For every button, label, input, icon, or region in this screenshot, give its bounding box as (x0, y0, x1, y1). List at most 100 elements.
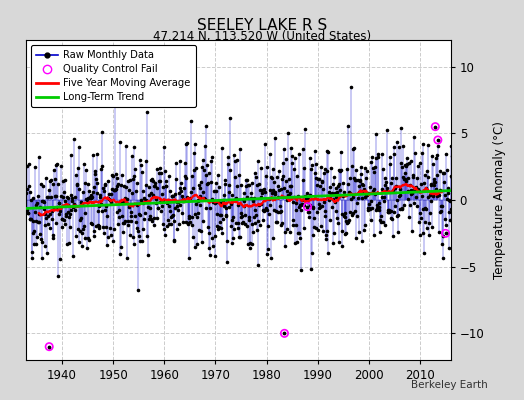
Point (128, 153, 136, 160)
Point (319, 228, 328, 234)
Point (323, 147, 332, 154)
Point (106, 199, 115, 206)
Point (26, 216, 34, 222)
Point (94, 225, 103, 231)
Point (23, 163, 31, 169)
Point (329, 196, 337, 202)
Point (69, 203, 78, 209)
Point (108, 172, 116, 178)
Point (304, 196, 312, 202)
Point (311, 170, 319, 176)
Point (347, 163, 356, 169)
Point (99, 128, 107, 135)
Point (147, 190, 156, 196)
Point (261, 141, 269, 147)
Point (277, 207, 285, 214)
Point (163, 223, 171, 230)
Point (168, 192, 176, 199)
Text: 47.214 N, 113.520 W (United States): 47.214 N, 113.520 W (United States) (153, 30, 371, 43)
Point (263, 250, 271, 257)
Point (158, 203, 166, 209)
Point (295, 150, 303, 157)
Point (418, 193, 427, 199)
Point (368, 154, 376, 160)
Point (37, 198, 46, 204)
Text: SEELEY LAKE R S: SEELEY LAKE R S (197, 18, 327, 33)
Point (296, 202, 304, 208)
Point (208, 154, 216, 161)
Point (278, 175, 286, 182)
Point (193, 214, 201, 220)
Point (394, 229, 402, 235)
Point (360, 227, 368, 234)
Point (238, 220, 246, 226)
Point (436, 168, 444, 174)
Point (215, 184, 223, 190)
Point (363, 192, 371, 198)
Point (191, 244, 199, 250)
Point (29, 230, 37, 237)
Point (164, 217, 172, 224)
Point (376, 217, 385, 223)
Point (315, 175, 324, 182)
Point (30, 228, 38, 234)
Point (414, 219, 423, 225)
Point (348, 212, 356, 218)
Point (429, 193, 437, 200)
Point (103, 178, 112, 184)
Point (431, 179, 439, 185)
Point (259, 208, 268, 214)
Point (184, 221, 192, 227)
Point (139, 188, 148, 194)
Point (139, 226, 147, 232)
Point (304, 209, 312, 216)
Point (243, 176, 252, 183)
Point (423, 168, 431, 174)
Point (232, 220, 241, 226)
Point (43, 213, 52, 220)
Point (85, 194, 94, 200)
Point (275, 168, 283, 174)
Point (96, 166, 105, 172)
Point (171, 204, 179, 211)
Point (178, 198, 187, 205)
Point (107, 186, 116, 192)
Point (370, 169, 378, 175)
Point (66, 211, 74, 218)
Point (72, 233, 80, 240)
Point (372, 206, 380, 213)
Point (25, 183, 34, 189)
Point (63, 195, 72, 202)
Point (89, 152, 97, 158)
Point (267, 174, 275, 180)
Point (199, 218, 208, 224)
Point (420, 179, 429, 186)
Point (278, 220, 287, 226)
Point (138, 200, 147, 206)
Point (211, 200, 219, 206)
Point (134, 227, 143, 234)
Point (447, 175, 456, 181)
Point (85, 188, 93, 194)
Point (38, 238, 47, 245)
Point (130, 172, 138, 179)
Point (345, 175, 354, 181)
Point (293, 193, 302, 200)
Point (188, 214, 196, 220)
Point (282, 178, 290, 184)
Point (395, 193, 403, 199)
Point (81, 180, 89, 186)
Point (58, 216, 66, 222)
Point (340, 213, 348, 219)
Point (226, 115, 234, 122)
Point (97, 201, 105, 207)
Point (221, 177, 230, 184)
Point (206, 205, 214, 211)
Point (129, 144, 138, 150)
Point (390, 144, 398, 150)
Point (334, 239, 343, 246)
Point (121, 195, 129, 201)
Point (129, 176, 137, 182)
Point (332, 184, 340, 191)
Point (315, 182, 324, 189)
